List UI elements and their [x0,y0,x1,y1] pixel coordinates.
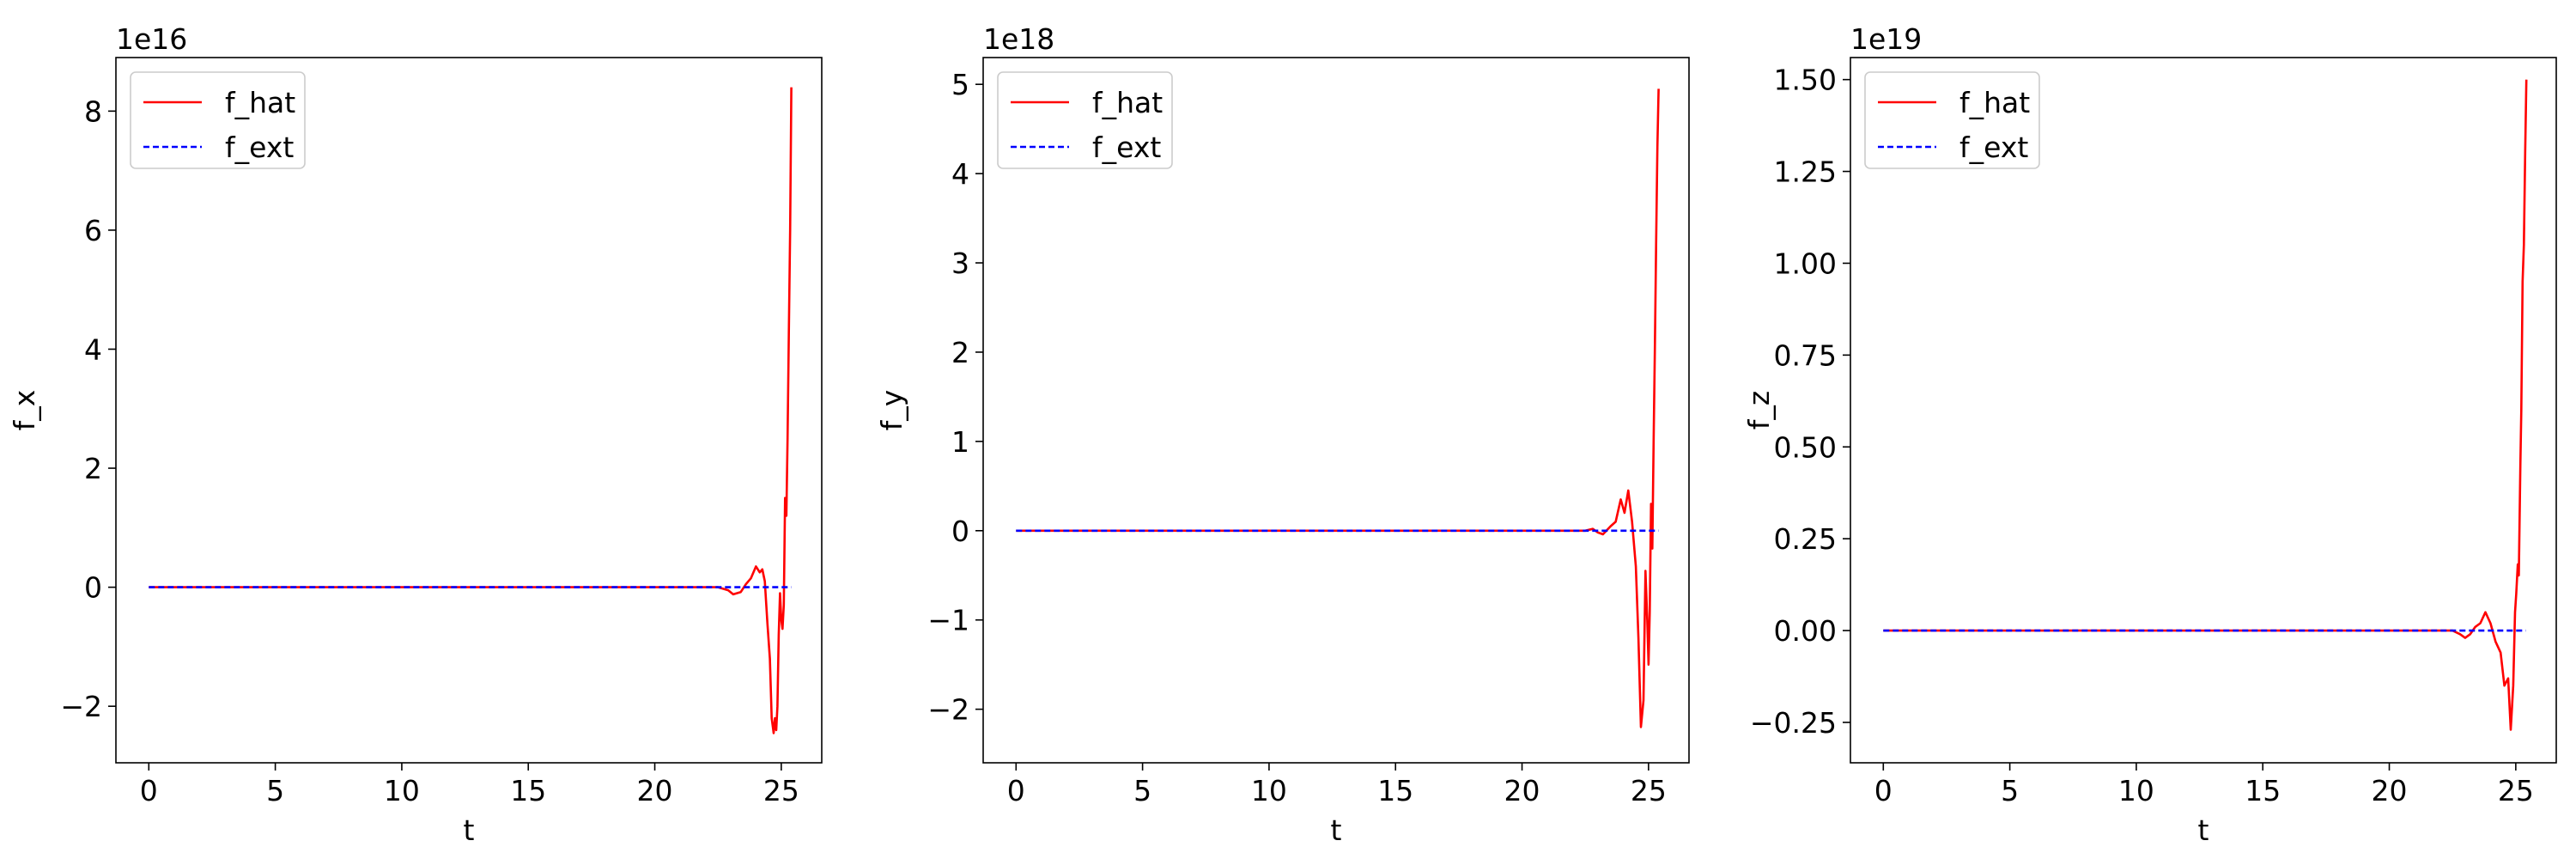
legend: f_hat f_ext [1864,71,2040,169]
series-line-f-hat [149,87,793,734]
x-tick-label: 5 [2001,774,2019,807]
subplot-1: 0 5 10 15 20 25 −2 0 2 4 6 8 1e16 t f_x f_hat f_ext [8,22,823,847]
y-axis-label: f_x [8,390,41,431]
legend: f_hat f_ext [130,71,306,169]
y-tick-label: −2 [927,693,969,727]
x-tick-label: 0 [140,774,158,807]
axes-frame [115,57,823,764]
y-tick-label: 3 [951,247,969,280]
x-tick-label: 25 [1631,774,1667,807]
legend-label: f_hat [225,86,295,119]
legend: f_hat f_ext [997,71,1173,169]
x-tick-label: 0 [1007,774,1025,807]
axis-offset-label: 1e19 [1850,22,1922,56]
legend-box [997,71,1173,169]
y-tick-label: 1.00 [1774,247,1837,280]
series-line-f-hat [1883,79,2528,731]
axes-frame [982,57,1690,764]
y-tick-label: 0.50 [1774,430,1837,464]
y-tick-label: −2 [60,690,102,723]
x-tick-label: 20 [637,774,673,807]
x-tick-label: 15 [1377,774,1413,807]
y-tick-label: 0 [84,571,102,605]
legend-label: f_ext [1959,131,2028,164]
legend-label: f_hat [1092,86,1163,119]
x-axis-label: t [464,813,475,847]
legend-label: f_hat [1959,86,2030,119]
x-tick-label: 5 [1133,774,1151,807]
x-tick-label: 0 [1874,774,1893,807]
y-tick-label: 4 [951,157,969,191]
axis-offset-label: 1e18 [983,22,1054,56]
y-axis-label: f_z [1742,391,1776,430]
y-tick-label: 8 [84,94,102,128]
x-tick-label: 5 [266,774,284,807]
y-tick-label: 6 [84,214,102,247]
y-tick-label: 4 [84,332,102,366]
x-tick-label: 25 [763,774,799,807]
x-axis-label: t [1331,813,1342,847]
axis-offset-label: 1e16 [116,22,187,56]
y-tick-label: −1 [927,604,969,637]
legend-box [1864,71,2040,169]
x-tick-label: 25 [2498,774,2534,807]
y-tick-label: 2 [951,336,969,369]
x-axis-label: t [2198,813,2209,847]
x-tick-label: 10 [1251,774,1287,807]
x-tick-label: 10 [2118,774,2154,807]
y-tick-label: 0.00 [1774,614,1837,648]
subplot-3: 0 5 10 15 20 25 −0.25 0.00 0.25 0.50 0.75 1.00 1.25 1… [1742,22,2557,847]
y-tick-label: 1.25 [1774,155,1837,189]
y-tick-label: 1 [951,425,969,459]
x-tick-label: 15 [510,774,546,807]
x-tick-label: 20 [1504,774,1540,807]
y-tick-label: 1.50 [1774,64,1837,97]
y-tick-label: 0.25 [1774,522,1837,556]
x-tick-label: 15 [2245,774,2281,807]
y-tick-label: −0.25 [1750,706,1837,740]
x-tick-label: 10 [384,774,420,807]
y-tick-label: 0.75 [1774,338,1837,372]
series-line-f-hat [1016,88,1660,728]
legend-box [130,71,306,169]
y-tick-label: 2 [84,452,102,485]
x-tick-label: 20 [2372,774,2408,807]
legend-label: f_ext [225,131,294,164]
y-axis-label: f_y [875,390,908,431]
y-tick-label: 5 [951,68,969,101]
legend-label: f_ext [1092,131,1161,164]
axes-frame [1850,57,2557,764]
y-tick-label: 0 [951,515,969,548]
subplot-2: 0 5 10 15 20 25 −2 −1 0 1 2 3 4 5 1e18 t f_y f_hat f_ext [875,22,1690,847]
